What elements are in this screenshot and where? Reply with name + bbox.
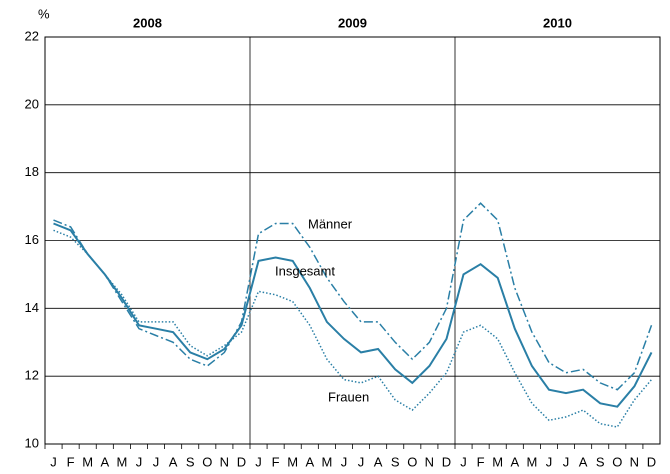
year-label: 2009 (338, 15, 367, 30)
x-tick-label: J (563, 454, 570, 469)
x-tick-label: F (67, 454, 75, 469)
x-tick-label: J (341, 454, 348, 469)
x-tick-label: D (442, 454, 451, 469)
x-tick-label: N (220, 454, 229, 469)
x-tick-label: M (116, 454, 127, 469)
x-tick-label: F (272, 454, 280, 469)
y-tick-label: 18 (25, 164, 39, 179)
x-tick-label: D (237, 454, 246, 469)
x-tick-label: F (477, 454, 485, 469)
x-tick-label: A (100, 454, 109, 469)
x-tick-label: O (407, 454, 417, 469)
year-label: 2008 (133, 15, 162, 30)
series-label: Männer (308, 216, 353, 231)
x-tick-label: A (579, 454, 588, 469)
x-tick-label: D (647, 454, 656, 469)
series-label: Insgesamt (275, 263, 335, 278)
x-tick-label: M (287, 454, 298, 469)
x-tick-label: S (391, 454, 400, 469)
x-tick-label: S (186, 454, 195, 469)
x-tick-label: J (136, 454, 143, 469)
x-tick-label: S (596, 454, 605, 469)
x-tick-label: J (358, 454, 365, 469)
series-label: Frauen (328, 389, 369, 404)
x-tick-label: A (374, 454, 383, 469)
x-tick-label: O (202, 454, 212, 469)
x-tick-label: J (153, 454, 160, 469)
y-tick-label: 14 (25, 300, 39, 315)
x-tick-label: N (630, 454, 639, 469)
x-tick-label: O (612, 454, 622, 469)
x-tick-label: A (510, 454, 519, 469)
x-tick-label: A (305, 454, 314, 469)
year-label: 2010 (543, 15, 572, 30)
x-tick-label: M (82, 454, 93, 469)
x-tick-label: N (425, 454, 434, 469)
x-tick-label: M (492, 454, 503, 469)
series-line (53, 229, 653, 428)
y-tick-label: 12 (25, 368, 39, 383)
series-line (53, 222, 653, 408)
x-tick-label: J (546, 454, 553, 469)
y-tick-label: 22 (25, 28, 39, 43)
y-tick-label: 20 (25, 96, 39, 111)
y-tick-label: 16 (25, 232, 39, 247)
x-tick-label: J (255, 454, 262, 469)
x-tick-label: J (50, 454, 57, 469)
series-line (53, 202, 653, 391)
x-tick-label: M (321, 454, 332, 469)
y-tick-label: 10 (25, 435, 39, 450)
x-tick-label: M (526, 454, 537, 469)
y-axis-label: % (38, 6, 50, 21)
x-tick-label: A (169, 454, 178, 469)
x-tick-label: J (460, 454, 467, 469)
